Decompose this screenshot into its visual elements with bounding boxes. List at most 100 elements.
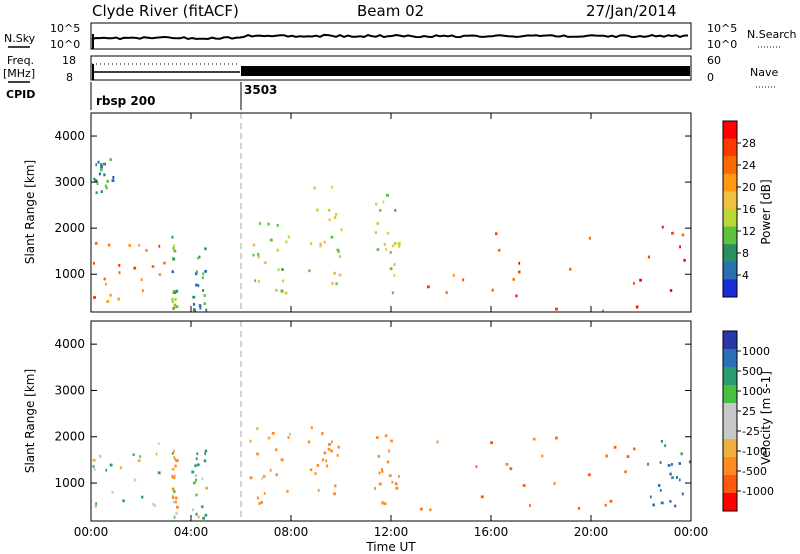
power-colorbar-tick-label: 28	[742, 137, 756, 150]
velocity-cell-4	[331, 440, 333, 443]
velocity-cell-3	[272, 432, 275, 435]
power-colorbar-tick-label: 4	[742, 269, 749, 282]
power-cell-1	[99, 173, 101, 176]
velocity-cell-6	[437, 441, 439, 444]
power-cell-3	[193, 308, 196, 311]
velocity-colorbar-swatch	[723, 439, 737, 458]
power-cell-7	[682, 234, 685, 237]
velocity-colorbar-swatch	[723, 493, 737, 512]
velocity-cell-4	[310, 468, 312, 471]
power-colorbar-swatch	[723, 174, 737, 192]
power-cell-0	[95, 242, 98, 245]
velocity-cell-4	[334, 485, 336, 488]
power-cell-5	[329, 218, 331, 221]
velocity-cell-4	[308, 441, 311, 444]
nsky-tick-high: 10^5	[50, 22, 80, 35]
xaxis-label: Time UT	[365, 540, 416, 554]
power-cell-2	[175, 290, 178, 293]
power-cell-5	[324, 241, 326, 244]
power-cell-3	[204, 302, 207, 305]
velocity-cell-5	[384, 502, 387, 505]
velocity-cell-6	[529, 504, 531, 507]
velocity-cell-0	[141, 496, 143, 499]
power-cell-7	[683, 259, 685, 262]
velocity-cell-2	[201, 478, 203, 481]
power-cell-0	[133, 267, 136, 270]
freq-tick-high: 18	[62, 54, 76, 67]
power-cell-3	[204, 247, 206, 250]
power-cell-4	[275, 289, 278, 292]
power-cell-4	[285, 292, 288, 295]
power-cell-4	[259, 222, 261, 225]
velocity-cell-0	[99, 455, 101, 458]
power-cell-2	[173, 290, 175, 293]
power-cell-6	[384, 243, 386, 246]
power-cell-7	[498, 249, 501, 252]
power-cell-0	[93, 296, 96, 299]
velocity-cell-1	[175, 501, 177, 504]
power-cell-5	[333, 272, 336, 275]
power-colorbar-swatch	[723, 121, 737, 139]
power-colorbar-tick-label: 12	[742, 225, 756, 238]
velocity-cell-0	[153, 503, 155, 506]
power-cell-1	[100, 166, 103, 169]
velocity-cell-6	[606, 455, 608, 458]
power-colorbar-tick-label: 24	[742, 159, 756, 172]
power-cell-7	[453, 274, 455, 277]
velocity-cell-4	[338, 446, 340, 449]
velocity-cell-3	[270, 469, 272, 472]
power-cell-1	[113, 176, 115, 179]
power-cell-7	[636, 306, 639, 309]
power-cell-0	[128, 244, 131, 247]
velocity-cell-7	[676, 476, 678, 479]
velocity-cell-0	[93, 459, 96, 462]
power-cell-5	[335, 213, 337, 216]
velocity-cell-0	[139, 455, 141, 458]
power-cell-0	[109, 294, 111, 297]
velocity-cell-2	[198, 516, 200, 519]
power-heatmap	[93, 158, 686, 312]
velocity-cell-2	[195, 474, 198, 477]
velocity-cell-4	[322, 432, 324, 435]
power-cell-7	[555, 308, 558, 311]
power-cell-3	[195, 272, 197, 275]
velocity-cell-7	[660, 489, 662, 492]
power-cell-5	[340, 228, 342, 231]
velocity-cell-4	[326, 465, 328, 468]
velocity-cell-1	[172, 468, 175, 471]
nsearch-tick-high: 10^5	[707, 22, 737, 35]
velocity-cell-4	[317, 464, 320, 467]
velocity-colorbar-tick-label: -25	[742, 425, 760, 438]
velocity-cell-7	[674, 505, 676, 508]
velocity-cell-2	[196, 513, 198, 516]
velocity-cell-5	[382, 501, 384, 504]
nsearch-tick-low: 10^0	[707, 38, 737, 51]
velocity-colorbar-label: Velocity [m s-1]	[759, 371, 773, 465]
power-colorbar-tick-label: 8	[742, 247, 749, 260]
velocity-cell-6	[633, 448, 635, 451]
power-panel-frame	[91, 113, 691, 312]
velocity-cell-0	[132, 453, 134, 456]
velocity-cell-5	[374, 487, 376, 490]
power-cell-7	[589, 237, 591, 240]
power-cell-3	[202, 272, 204, 275]
power-cell-4	[277, 224, 279, 227]
power-cell-3	[204, 270, 207, 273]
freq-unit-label: [MHz]	[3, 67, 35, 80]
ytick-label: 4000	[54, 129, 85, 143]
power-colorbar-swatch	[723, 209, 737, 227]
power-cell-0	[152, 265, 155, 268]
rti-figure: Clyde River (fitACF) Beam 02 27/Jan/2014…	[0, 0, 800, 554]
velocity-cell-5	[379, 483, 382, 486]
velocity-cell-2	[204, 459, 206, 462]
power-cell-0	[159, 273, 162, 276]
power-cell-2	[172, 270, 175, 273]
power-cell-7	[518, 271, 521, 274]
power-ylabel: Slant Range [km]	[23, 160, 37, 264]
velocity-cell-6	[627, 455, 630, 458]
velocity-cell-4	[328, 448, 331, 451]
power-cell-7	[492, 289, 494, 292]
power-cell-5	[316, 209, 319, 212]
velocity-cell-6	[429, 508, 431, 511]
power-cell-5	[331, 186, 333, 189]
